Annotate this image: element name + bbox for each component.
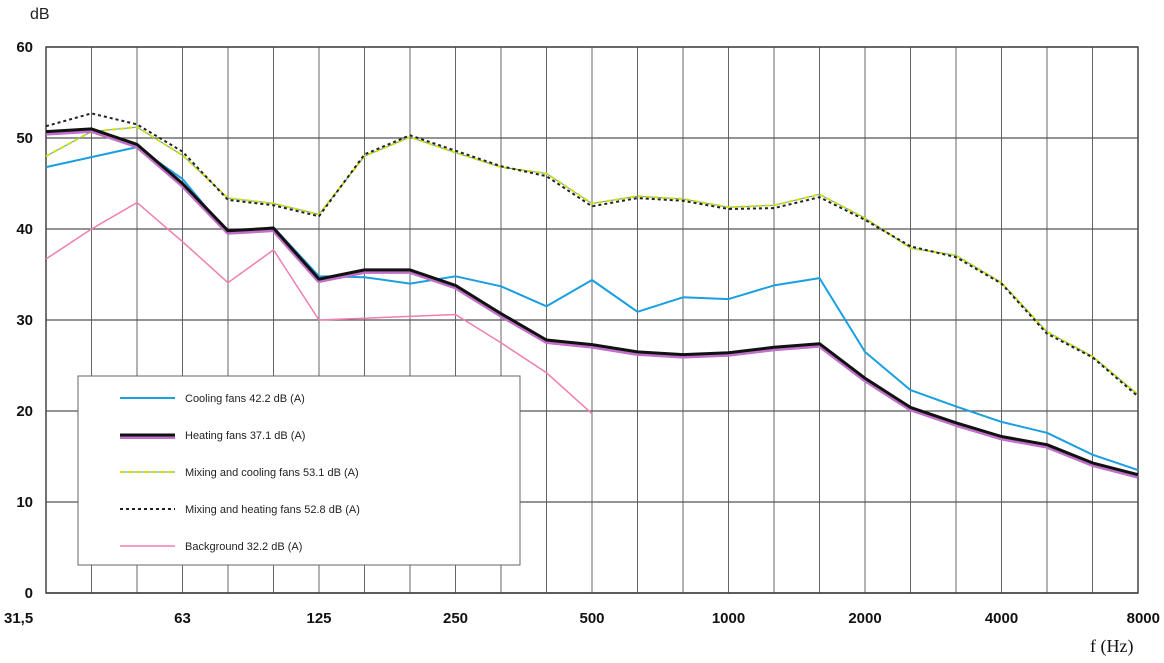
legend-item: Heating fans 37.1 dB (A) — [120, 430, 305, 442]
series-line-2 — [45, 126, 1139, 396]
legend-item: Mixing and heating fans 52.8 dB (A) — [120, 504, 360, 516]
y-tick-label: 40 — [16, 221, 33, 238]
x-tick-label: 63 — [174, 610, 191, 627]
y-tick-label: 10 — [16, 494, 33, 511]
legend-label: Cooling fans 42.2 dB (A) — [185, 393, 305, 405]
series-line-1 — [45, 127, 1139, 477]
legend-label: Background 32.2 dB (A) — [185, 541, 302, 553]
y-tick-label: 20 — [16, 403, 33, 420]
x-tick-label: 500 — [579, 610, 604, 627]
x-tick-label: 8000 — [1127, 610, 1160, 627]
x-tick-label: 250 — [443, 610, 468, 627]
legend-item: Background 32.2 dB (A) — [120, 541, 302, 553]
plot-frame — [45, 46, 1139, 594]
x-tick-label: 1000 — [712, 610, 745, 627]
legend-item: Mixing and cooling fans 53.1 dB (A) — [120, 467, 359, 479]
x-tick-label: 125 — [306, 610, 331, 627]
series-line-4 — [45, 201, 593, 415]
legend-item: Cooling fans 42.2 dB (A) — [120, 393, 305, 405]
legend-label: Mixing and cooling fans 53.1 dB (A) — [185, 467, 359, 479]
legend-box — [77, 375, 521, 566]
series-line-3 — [45, 112, 1139, 398]
x-axis-unit-label: f (Hz) — [1090, 636, 1134, 656]
legend-label: Mixing and heating fans 52.8 dB (A) — [185, 504, 360, 516]
x-tick-label: 2000 — [848, 610, 881, 627]
y-tick-label: 50 — [16, 130, 33, 147]
x-tick-label: 4000 — [985, 610, 1018, 627]
legend-label: Heating fans 37.1 dB (A) — [185, 430, 305, 442]
y-tick-label: 60 — [16, 39, 33, 56]
y-tick-label: 0 — [25, 585, 33, 602]
y-tick-label: 30 — [16, 312, 33, 329]
y-axis-unit-label: dB — [30, 6, 50, 23]
x-tick-label: 31,5 — [4, 610, 33, 627]
